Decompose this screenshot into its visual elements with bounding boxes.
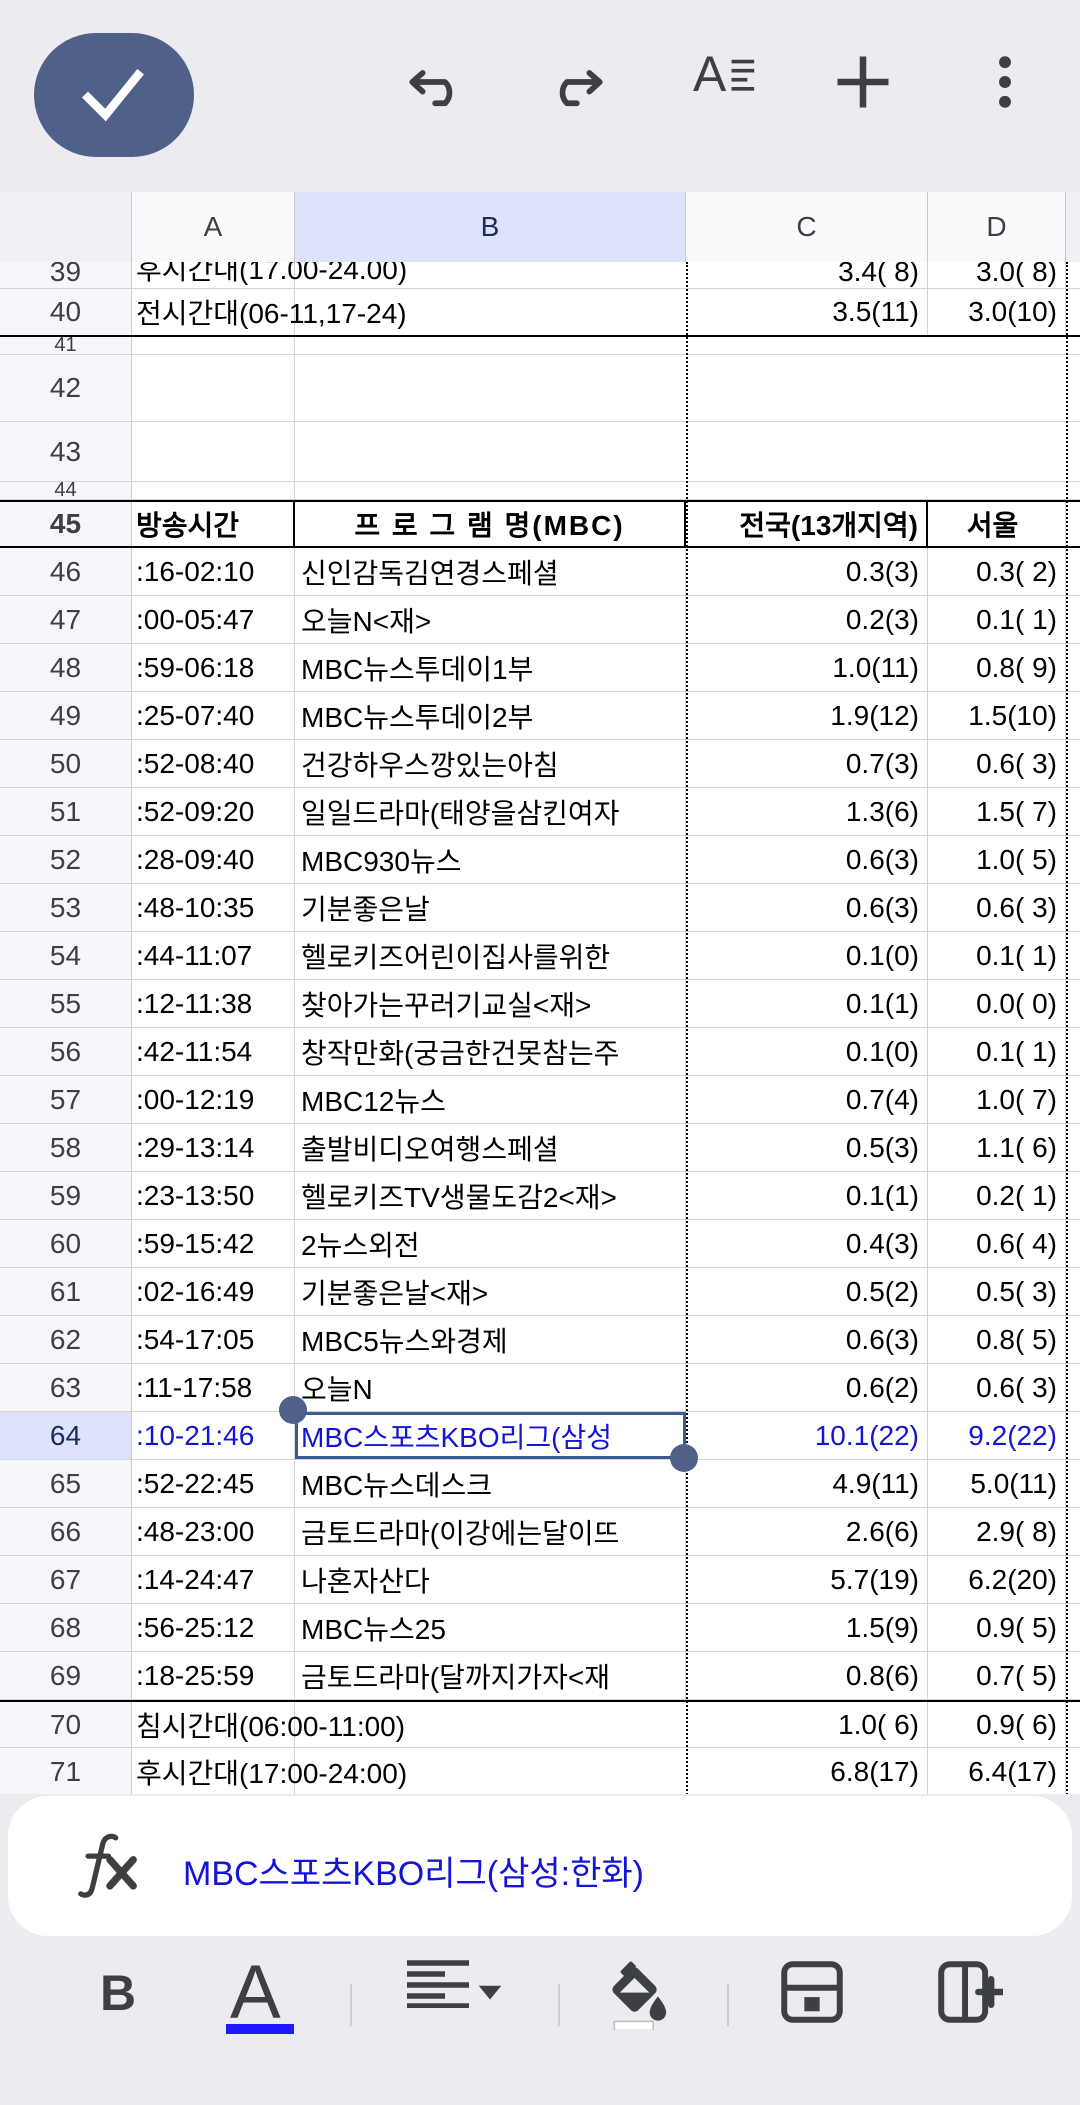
svg-text:A: A — [230, 1954, 281, 2034]
svg-text:A: A — [693, 48, 727, 102]
